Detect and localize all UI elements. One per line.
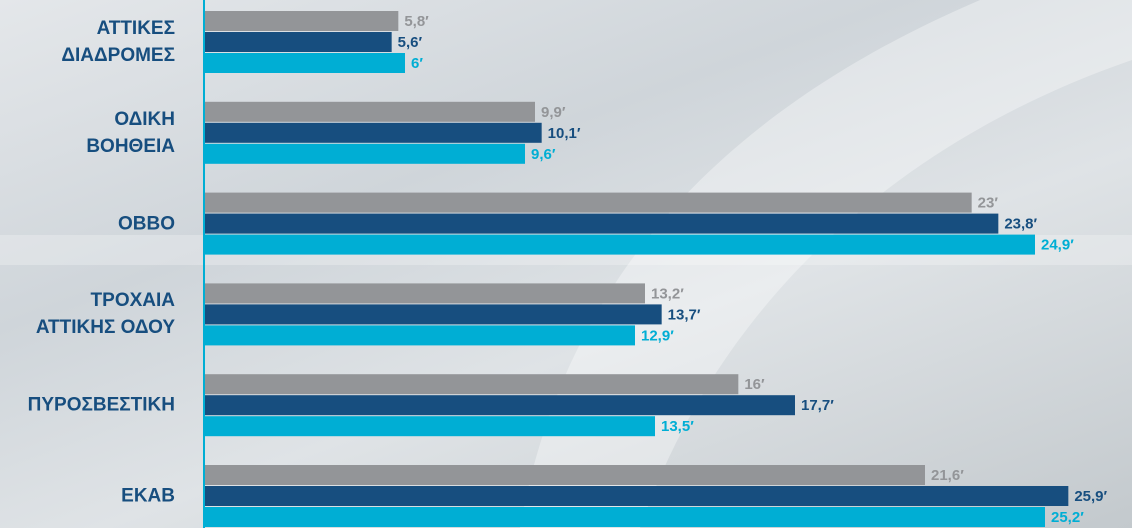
value-label: 16′ — [744, 376, 765, 393]
bar — [205, 416, 655, 437]
bar — [205, 143, 525, 164]
value-label: 6′ — [411, 55, 423, 72]
category-label: ΟΔΙΚΗ ΒΟΗΘΕΙΑ — [86, 108, 175, 157]
value-label: 21,6′ — [931, 467, 964, 484]
bar — [205, 325, 635, 346]
bar — [205, 395, 795, 416]
bar — [205, 11, 399, 31]
bar — [205, 192, 972, 213]
value-label: 25,9′ — [1074, 488, 1107, 505]
value-label: 24,9′ — [1041, 237, 1074, 254]
bar — [205, 122, 542, 143]
bar — [205, 507, 1045, 527]
value-label: 23′ — [978, 195, 999, 212]
bar — [205, 101, 535, 122]
value-label: 23,8′ — [1004, 216, 1037, 233]
value-label: 13,5′ — [661, 418, 694, 435]
bar — [205, 283, 645, 304]
category-label: ΟΒΒΟ — [118, 213, 175, 235]
category-label: ΠΥΡΟΣΒΕΣΤΙΚΗ — [27, 394, 175, 416]
category-label: ΤΡΟΧΑΙΑ ΑΤΤΙΚΗΣ ΟΔΟΥ — [35, 290, 175, 339]
value-label: 13,2′ — [651, 285, 684, 302]
bar — [205, 234, 1035, 255]
bar — [205, 374, 739, 395]
value-label: 9,6′ — [531, 146, 556, 163]
category-label: ΕΚΑΒ — [121, 485, 175, 507]
value-label: 25,2′ — [1051, 509, 1084, 526]
category-label: ΑΤΤΙΚΕΣ ΔΙΑΔΡΟΜΕΣ — [61, 18, 175, 66]
bar — [205, 213, 999, 234]
bar — [205, 32, 392, 52]
value-label: 13,7′ — [668, 306, 701, 323]
value-label: 5,6′ — [398, 34, 423, 51]
value-label: 9,9′ — [541, 104, 566, 121]
value-label: 5,8′ — [404, 13, 429, 30]
bar — [205, 53, 405, 73]
value-label: 10,1′ — [548, 125, 581, 142]
bar — [205, 304, 662, 325]
bar — [205, 486, 1069, 506]
value-label: 17,7′ — [801, 397, 834, 414]
value-label: 12,9′ — [641, 327, 674, 344]
bar — [205, 465, 925, 485]
